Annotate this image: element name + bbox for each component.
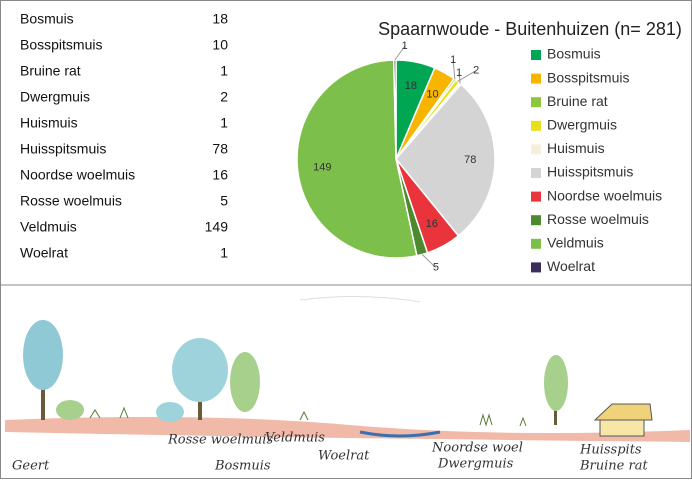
data-label: 1 <box>450 54 456 66</box>
table-name: Bruine rat <box>20 63 81 79</box>
table-count: 78 <box>212 141 228 157</box>
table-name: Woelrat <box>20 245 68 261</box>
legend-label: Woelrat <box>547 258 595 274</box>
legend-swatch <box>531 192 541 202</box>
drawing-label: Rosse woelmuis <box>167 433 273 448</box>
legend-swatch <box>531 74 541 84</box>
data-label: 5 <box>433 262 439 274</box>
page: Bosmuis 18 Bosspitsmuis 10 Bruine rat 1 Dwergm… <box>0 0 692 479</box>
legend-swatch <box>531 262 541 272</box>
table-name: Veldmuis <box>20 219 77 235</box>
legend-label: Huismuis <box>547 140 605 156</box>
tree <box>230 352 260 412</box>
table-count: 16 <box>212 167 228 183</box>
legend-label: Dwergmuis <box>547 117 617 133</box>
tree <box>23 320 63 390</box>
table-count: 1 <box>220 63 228 79</box>
table-name: Dwergmuis <box>20 89 90 105</box>
drawing-label: Bosmuis <box>214 459 271 474</box>
drawing-label: Huisspits <box>579 443 642 458</box>
legend-swatch <box>531 121 541 131</box>
table-count: 18 <box>212 11 228 27</box>
data-label: 1 <box>456 67 462 79</box>
table-name: Bosmuis <box>20 11 74 27</box>
data-label: 2 <box>473 65 479 77</box>
legend-label: Noordse woelmuis <box>547 187 662 203</box>
data-label: 78 <box>464 154 476 166</box>
table-name: Bosspitsmuis <box>20 37 102 53</box>
signature: Geert <box>12 459 50 474</box>
drawing-label: Dwergmuis <box>437 457 514 472</box>
bush <box>56 400 84 420</box>
table-count: 2 <box>220 89 228 105</box>
legend-swatch <box>531 97 541 107</box>
drawing-label: Veldmuis <box>265 431 325 446</box>
table-name: Huisspitsmuis <box>20 141 106 157</box>
drawing-label: Woelrat <box>318 449 370 464</box>
table-count: 1 <box>220 245 228 261</box>
tree <box>544 355 568 411</box>
legend-label: Bosmuis <box>547 46 601 62</box>
table-count: 1 <box>220 115 228 131</box>
legend-label: Bosspitsmuis <box>547 69 629 85</box>
data-label: 1 <box>402 40 408 52</box>
legend-swatch <box>531 144 541 154</box>
legend-label: Huisspitsmuis <box>547 164 633 180</box>
tree <box>172 338 228 402</box>
drawing-label: Bruine rat <box>579 459 648 474</box>
table-count: 149 <box>205 219 229 235</box>
data-label: 16 <box>426 218 438 230</box>
legend-swatch <box>531 239 541 249</box>
data-label: 18 <box>405 80 417 92</box>
bush <box>156 402 184 422</box>
table-count: 10 <box>212 37 228 53</box>
table-name: Noordse woelmuis <box>20 167 135 183</box>
table-name: Huismuis <box>20 115 78 131</box>
table-name: Rosse woelmuis <box>20 193 122 209</box>
legend-swatch <box>531 168 541 178</box>
chart-title: Spaarnwoude - Buitenhuizen (n= 281) <box>378 19 682 39</box>
table-count: 5 <box>220 193 228 209</box>
data-label: 10 <box>426 88 438 100</box>
legend-swatch <box>531 215 541 225</box>
data-label: 149 <box>313 162 331 174</box>
drawing-label: Noordse woel <box>431 441 523 456</box>
legend-swatch <box>531 50 541 60</box>
legend-label: Veldmuis <box>547 235 604 251</box>
legend-label: Bruine rat <box>547 93 608 109</box>
legend-label: Rosse woelmuis <box>547 211 649 227</box>
house <box>600 418 644 436</box>
